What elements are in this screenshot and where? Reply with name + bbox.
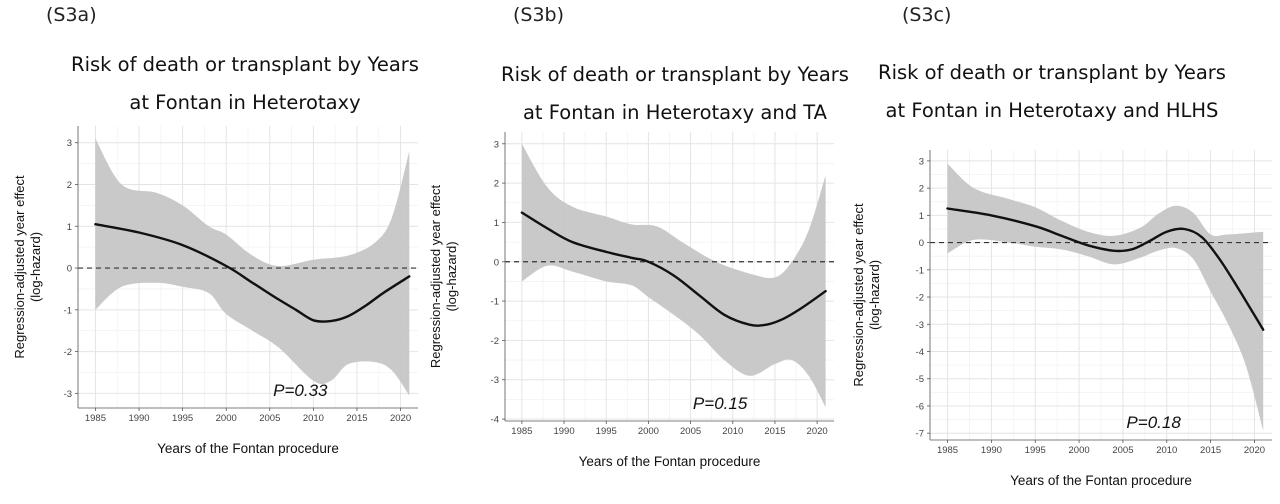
x-tick-label: 1985 bbox=[85, 413, 106, 424]
plot-svg: 1985 1990 1995 2000 2005 2010 2015 2020 3 2 1 0 -1 -2… bbox=[851, 150, 1272, 488]
y-tick-label: 0 bbox=[67, 264, 72, 275]
y-tick-label: -1 bbox=[491, 297, 499, 308]
x-tick-label: 1995 bbox=[1025, 445, 1046, 456]
x-tick-label: 2010 bbox=[722, 426, 743, 437]
y-tick-label: -5 bbox=[916, 374, 924, 385]
y-tick-label: 0 bbox=[494, 257, 499, 268]
y-tick-label: 2 bbox=[919, 184, 924, 195]
p-value-annotation: P=0.18 bbox=[1126, 413, 1181, 432]
plot-svg: 1985 1990 1995 2000 2005 2010 2015 2020 3 2 1 0 -1 -2… bbox=[428, 132, 834, 469]
x-tick-label: 2015 bbox=[1200, 445, 1221, 456]
estimate-line bbox=[946, 207, 1265, 331]
y-tick-label: 0 bbox=[919, 238, 924, 249]
y-tick-label: 3 bbox=[67, 138, 72, 149]
y-tick-label: -2 bbox=[491, 336, 499, 347]
y-axis-label: Regression-adjusted year effect bbox=[12, 175, 27, 359]
y-tick-label: -4 bbox=[491, 415, 499, 426]
x-tick-label: 1990 bbox=[128, 413, 149, 424]
y-tick-label: -7 bbox=[916, 429, 924, 440]
x-tick-label: 2005 bbox=[259, 413, 280, 424]
chart-title-line1: Risk of death or transplant by Years bbox=[878, 61, 1226, 84]
chart-panel-c: (S3c) Risk of death or transplant by Yea… bbox=[850, 0, 1272, 504]
y-tick-label: 1 bbox=[67, 222, 72, 233]
chart-title-line1: Risk of death or transplant by Years bbox=[71, 53, 419, 76]
y-axis-label-unit: (log-hazard) bbox=[28, 232, 43, 302]
y-tick-label: -4 bbox=[916, 347, 924, 358]
estimate-line bbox=[520, 211, 827, 327]
y-tick-label: -2 bbox=[916, 293, 924, 304]
x-tick-label: 2000 bbox=[638, 426, 659, 437]
panel-tag: (S3a) bbox=[46, 4, 97, 26]
chart-panel-b: (S3b) Risk of death or transplant by Yea… bbox=[425, 0, 849, 504]
x-tick-label: 2015 bbox=[764, 426, 785, 437]
x-tick-label: 2005 bbox=[1112, 445, 1133, 456]
y-tick-label: -3 bbox=[491, 375, 499, 386]
y-axis-label: Regression-adjusted year effect bbox=[851, 203, 866, 387]
x-tick-label: 2000 bbox=[216, 413, 237, 424]
panel-tag: (S3c) bbox=[902, 4, 952, 26]
x-tick-label: 2020 bbox=[1244, 445, 1265, 456]
y-tick-label: -1 bbox=[916, 265, 924, 276]
x-tick-label: 2020 bbox=[390, 413, 411, 424]
x-axis-label: Years of the Fontan procedure bbox=[1010, 473, 1192, 488]
x-tick-label: 1985 bbox=[511, 426, 532, 437]
confidence-band bbox=[95, 138, 410, 396]
chart-title: Risk of death or transplant by Years at … bbox=[35, 46, 455, 122]
x-tick-label: 2010 bbox=[1156, 445, 1177, 456]
x-tick-label: 2000 bbox=[1069, 445, 1090, 456]
y-tick-label: -3 bbox=[64, 389, 72, 400]
y-tick-label: -6 bbox=[916, 401, 924, 412]
x-tick-label: 2005 bbox=[680, 426, 701, 437]
x-tick-label: 1990 bbox=[553, 426, 574, 437]
y-tick-label: 1 bbox=[494, 218, 499, 229]
estimate-line bbox=[94, 223, 411, 323]
y-tick-label: -1 bbox=[64, 305, 72, 316]
plot-svg: 1985 1990 1995 2000 2005 2010 2015 2020 3 2 1 0 -1 -2… bbox=[12, 126, 418, 456]
y-tick-label: 2 bbox=[494, 179, 499, 190]
y-axis-label: Regression-adjusted year effect bbox=[428, 184, 443, 368]
chart-title-line1: Risk of death or transplant by Years bbox=[501, 63, 849, 86]
y-tick-label: -2 bbox=[64, 347, 72, 358]
chart-title: Risk of death or transplant by Years at … bbox=[465, 56, 885, 132]
x-axis-label: Years of the Fontan procedure bbox=[579, 454, 761, 469]
x-tick-label: 2015 bbox=[346, 413, 367, 424]
x-tick-label: 1995 bbox=[596, 426, 617, 437]
chart-title: Risk of death or transplant by Years at … bbox=[842, 54, 1262, 130]
x-tick-label: 2010 bbox=[303, 413, 324, 424]
x-tick-label: 1990 bbox=[981, 445, 1002, 456]
p-value-annotation: P=0.15 bbox=[693, 394, 748, 413]
chart-title-line2: at Fontan in Heterotaxy bbox=[129, 91, 361, 114]
y-tick-label: -3 bbox=[916, 320, 924, 331]
p-value-annotation: P=0.33 bbox=[273, 381, 328, 400]
y-axis-label-unit: (log-hazard) bbox=[444, 241, 459, 311]
x-tick-label: 2020 bbox=[807, 426, 828, 437]
y-axis-label-unit: (log-hazard) bbox=[867, 260, 882, 330]
chart-title-line2: at Fontan in Heterotaxy and TA bbox=[522, 101, 828, 124]
y-tick-label: 3 bbox=[919, 156, 924, 167]
chart-panel-a: (S3a) Risk of death or transplant by Yea… bbox=[0, 0, 420, 504]
x-tick-label: 1995 bbox=[172, 413, 193, 424]
y-tick-label: 1 bbox=[919, 211, 924, 222]
y-tick-label: 2 bbox=[67, 180, 72, 191]
y-tick-label: 3 bbox=[494, 139, 499, 150]
chart-title-line2: at Fontan in Heterotaxy and HLHS bbox=[885, 99, 1219, 122]
confidence-band bbox=[947, 163, 1264, 431]
panel-tag: (S3b) bbox=[513, 4, 565, 26]
x-tick-label: 1985 bbox=[937, 445, 958, 456]
x-axis-label: Years of the Fontan procedure bbox=[157, 441, 339, 456]
